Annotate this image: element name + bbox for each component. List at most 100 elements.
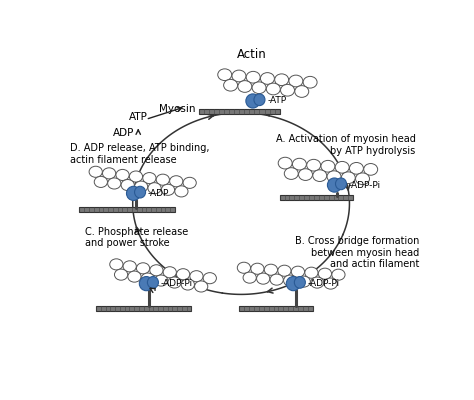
Circle shape [150,265,163,276]
Circle shape [232,70,246,82]
Circle shape [270,274,283,285]
Circle shape [256,273,270,284]
Circle shape [155,275,168,286]
Circle shape [141,273,155,284]
FancyArrowPatch shape [136,130,140,134]
Circle shape [284,168,298,179]
Circle shape [289,75,303,87]
Circle shape [303,76,317,88]
Circle shape [295,86,309,97]
Polygon shape [239,306,313,311]
Ellipse shape [127,186,140,200]
Circle shape [161,184,174,195]
Circle shape [251,263,264,274]
Text: C. Phosphate release
and power stroke: C. Phosphate release and power stroke [85,227,188,248]
Text: -ADP-Pi: -ADP-Pi [348,180,381,190]
Ellipse shape [246,94,260,108]
FancyArrowPatch shape [150,288,155,292]
FancyArrowPatch shape [208,114,213,119]
Text: -ADP-Pi: -ADP-Pi [160,279,192,288]
Text: D. ADP release, ATP binding,
actin filament release: D. ADP release, ATP binding, actin filam… [70,144,210,165]
Text: B. Cross bridge formation
between myosin head
and actin filament: B. Cross bridge formation between myosin… [295,236,419,270]
Polygon shape [96,306,191,311]
Circle shape [341,172,355,184]
Circle shape [175,186,188,197]
Circle shape [89,166,102,177]
Circle shape [181,279,194,290]
Circle shape [102,168,116,179]
Circle shape [135,181,148,192]
Text: -ATP: -ATP [267,96,287,106]
Circle shape [246,71,260,83]
Circle shape [194,281,208,292]
Circle shape [183,177,196,188]
Circle shape [123,261,137,272]
Circle shape [278,157,292,169]
Circle shape [292,158,306,170]
FancyArrowPatch shape [267,288,273,293]
Circle shape [190,271,203,282]
Text: Pi: Pi [148,283,158,293]
Ellipse shape [139,276,153,291]
Circle shape [238,81,252,92]
Circle shape [264,264,278,275]
Circle shape [110,259,123,270]
Ellipse shape [336,178,346,190]
Circle shape [237,262,251,273]
Text: -ADP-Pi: -ADP-Pi [307,279,339,288]
Circle shape [321,160,335,172]
Circle shape [252,82,266,94]
Text: -ADP: -ADP [147,189,169,198]
Circle shape [148,183,161,194]
Circle shape [299,169,312,180]
Text: ADP: ADP [113,128,134,138]
Circle shape [274,74,289,86]
Circle shape [364,164,378,175]
FancyArrowPatch shape [148,107,182,119]
Circle shape [94,176,108,188]
Circle shape [143,172,156,184]
Circle shape [278,265,291,276]
Text: Actin: Actin [237,48,267,61]
Circle shape [129,171,143,182]
Circle shape [203,273,217,284]
Text: Myosin: Myosin [159,104,195,114]
Circle shape [218,69,232,80]
Polygon shape [280,195,353,200]
Circle shape [108,178,121,189]
Ellipse shape [147,276,158,288]
Circle shape [128,271,141,282]
Circle shape [224,79,237,91]
Circle shape [332,269,345,280]
Polygon shape [199,109,280,114]
Circle shape [163,267,176,278]
FancyArrowPatch shape [136,227,140,233]
Circle shape [310,277,324,288]
Circle shape [324,278,337,289]
Circle shape [319,268,331,279]
FancyArrowPatch shape [345,184,350,190]
Ellipse shape [294,276,305,288]
Ellipse shape [328,178,341,192]
Circle shape [243,272,256,283]
Circle shape [156,174,169,185]
Circle shape [349,162,364,174]
Circle shape [281,84,294,96]
Ellipse shape [135,186,146,198]
Ellipse shape [254,94,265,106]
Circle shape [266,83,280,95]
Circle shape [176,269,190,280]
Circle shape [307,159,320,171]
Circle shape [356,173,370,185]
Circle shape [170,176,183,187]
Circle shape [305,267,318,278]
Circle shape [335,162,349,173]
Text: A. Activation of myosin head
by ATP hydrolysis: A. Activation of myosin head by ATP hydr… [276,134,416,156]
Circle shape [137,263,150,274]
Circle shape [121,180,134,191]
Circle shape [327,171,341,182]
Circle shape [283,275,297,286]
Polygon shape [80,207,175,212]
Circle shape [116,169,129,180]
Circle shape [115,269,128,280]
